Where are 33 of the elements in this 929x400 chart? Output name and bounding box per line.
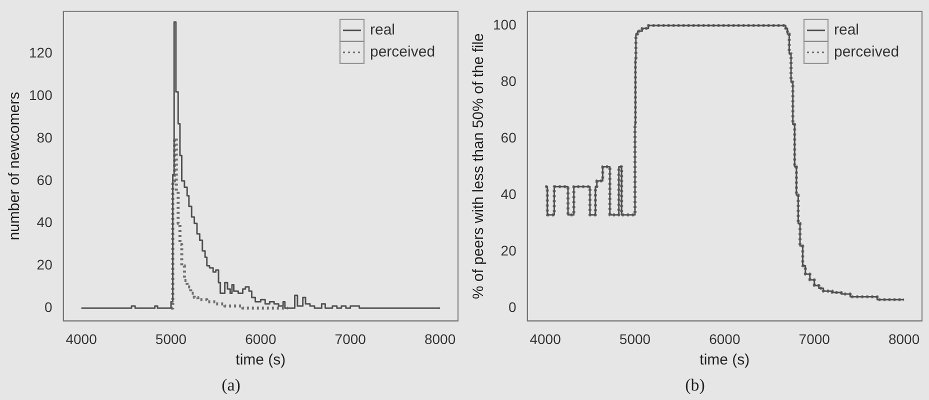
y-tick-label: 100 <box>29 87 53 104</box>
y-axis-title: % of peers with less than 50% of the file <box>470 33 488 300</box>
legend-label: perceived <box>370 44 436 61</box>
y-tick-label: 0 <box>44 298 53 315</box>
x-tick-label: 5000 <box>619 331 651 348</box>
y-tick-label: 80 <box>36 129 53 146</box>
x-tick-label: 5000 <box>155 331 187 348</box>
y-tick-label: 40 <box>36 214 53 230</box>
x-axis-title: time (s) <box>236 352 286 369</box>
y-tick-label: 0 <box>508 298 517 315</box>
y-tick-label: 20 <box>500 242 517 258</box>
y-tick-label: 40 <box>500 186 517 202</box>
x-axis-title: time (s) <box>700 352 750 369</box>
y-tick-label: 100 <box>493 16 517 32</box>
x-tick-label: 4000 <box>66 331 98 348</box>
legend-label: perceived <box>834 44 900 61</box>
x-tick-label: 6000 <box>245 331 276 348</box>
y-tick-label: 60 <box>36 172 53 188</box>
x-tick-label: 7000 <box>334 331 366 348</box>
x-tick-label: 8000 <box>424 331 456 348</box>
x-tick-label: 6000 <box>709 331 740 348</box>
y-tick-label: 80 <box>500 72 517 89</box>
legend-label: real <box>834 22 860 39</box>
y-tick-label: 60 <box>500 129 517 146</box>
text: (b) <box>685 375 705 394</box>
text: (a) <box>222 375 240 394</box>
y-tick-label: 120 <box>29 44 53 61</box>
x-tick-label: 8000 <box>888 331 920 348</box>
y-axis-title: number of newcomers <box>6 92 24 240</box>
y-tick-label: 20 <box>36 256 53 273</box>
x-tick-label: 7000 <box>798 331 830 348</box>
x-tick-label: 4000 <box>530 331 562 348</box>
legend-label: real <box>370 22 396 39</box>
